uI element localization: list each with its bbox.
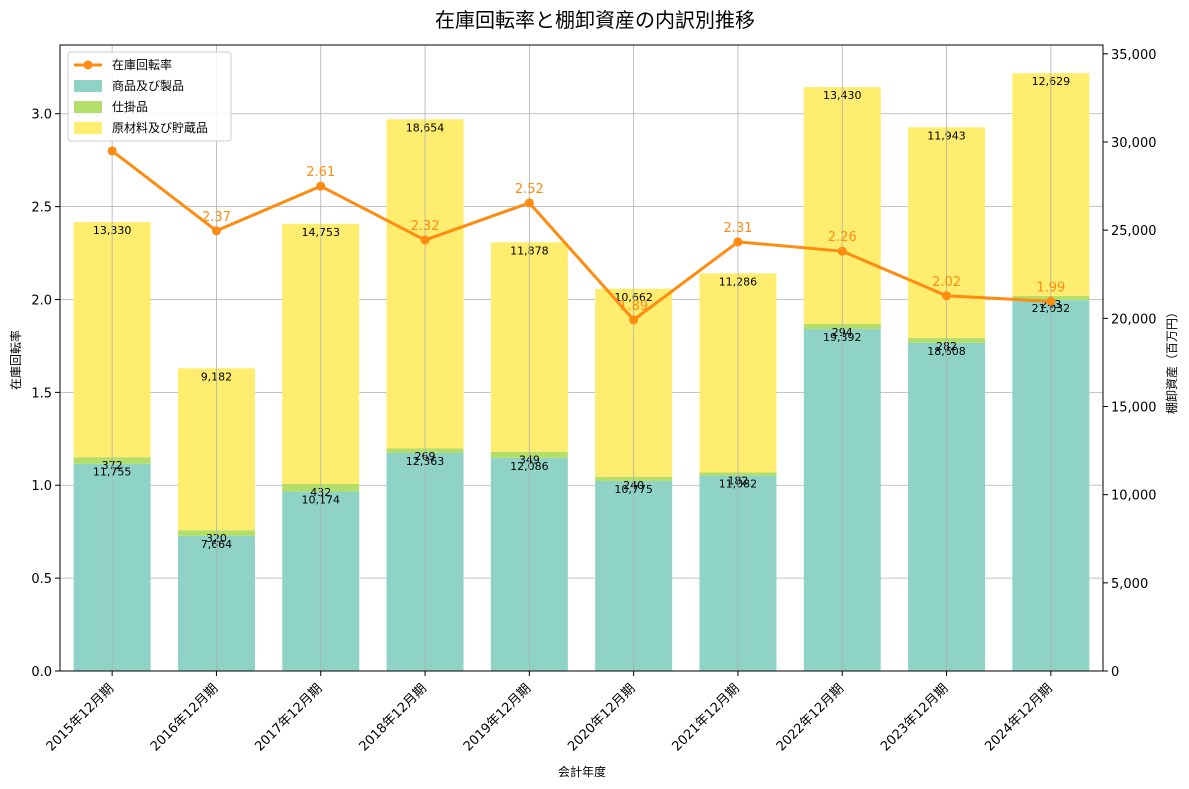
x-tick-label: 2016年12月期 — [148, 681, 221, 754]
y-left-tick-label: 2.5 — [31, 201, 52, 216]
rate-point — [107, 146, 117, 156]
legend-box — [67, 51, 232, 142]
y-left-tick-label: 2.0 — [31, 293, 52, 308]
legend-swatch — [74, 101, 102, 113]
y-right-tick-label: 10,000 — [1111, 489, 1157, 504]
legend-label: 仕掛品 — [112, 99, 148, 114]
rate-value-label: 1.89 — [619, 299, 648, 314]
x-tick-label: 2019年12月期 — [461, 681, 534, 754]
y-right-tick-label: 0 — [1111, 665, 1119, 680]
x-tick-label: 2024年12月期 — [982, 681, 1055, 754]
x-tick-label: 2017年12月期 — [252, 681, 325, 754]
y-left-axis-title: 在庫回転率 — [8, 330, 23, 390]
rate-value-label: 2.52 — [515, 182, 544, 197]
y-left-tick-label: 1.0 — [31, 479, 52, 494]
chart-title: 在庫回転率と棚卸資産の内訳別推移 — [435, 8, 755, 32]
y-right-tick-label: 30,000 — [1111, 136, 1157, 151]
legend-swatch — [74, 122, 102, 134]
y-left-tick-label: 1.5 — [31, 386, 52, 401]
rate-line-layer: 2.37 2.61 2.32 2.52 1.89 2.31 2.26 2.02 1.99 — [107, 146, 1065, 325]
rate-value-label: 2.61 — [306, 165, 335, 180]
x-tick-label: 2018年12月期 — [357, 681, 430, 754]
x-tick-label: 2015年12月期 — [44, 681, 117, 754]
rate-point — [211, 226, 221, 236]
y-right-tick-label: 35,000 — [1111, 48, 1157, 63]
y-left-tick-label: 0.5 — [31, 572, 52, 587]
plot-frame — [59, 44, 1104, 672]
rate-value-label: 2.31 — [723, 221, 752, 236]
legend-label: 商品及び製品 — [112, 78, 184, 93]
rate-line — [111, 149, 1051, 322]
x-tick-label: 2023年12月期 — [878, 681, 951, 754]
rate-value-label: 2.26 — [828, 230, 857, 245]
x-tick-label: 2020年12月期 — [565, 681, 638, 754]
rate-point — [629, 315, 639, 325]
rate-value-label: 2.37 — [202, 210, 231, 225]
rate-value-label: 1.99 — [1036, 280, 1065, 295]
rate-value-label: 2.02 — [932, 275, 961, 290]
rate-point — [837, 246, 847, 256]
rate-point — [316, 181, 326, 191]
x-tick-label: 2021年12月期 — [669, 681, 742, 754]
rate-value-label: 2.32 — [411, 219, 440, 234]
y-right-tick-label: 20,000 — [1111, 312, 1157, 327]
rate-point — [942, 291, 952, 301]
rate-point — [733, 237, 743, 247]
x-tick-label: 2022年12月期 — [774, 681, 847, 754]
legend-label: 原材料及び貯蔵品 — [112, 121, 208, 135]
y-right-axis-title: 棚卸資産（百万円） — [1164, 306, 1179, 414]
x-axis-title: 会計年度 — [558, 764, 606, 779]
y-right-tick-label: 25,000 — [1111, 224, 1157, 239]
legend-label: 在庫回転率 — [112, 57, 172, 72]
rate-point — [420, 235, 430, 245]
legend-swatch-marker — [83, 60, 93, 70]
rate-point — [524, 198, 534, 208]
y-left-tick-label: 3.0 — [31, 108, 52, 123]
legend-swatch — [74, 80, 102, 92]
y-right-tick-label: 15,000 — [1111, 400, 1157, 415]
y-right-tick-label: 5,000 — [1111, 577, 1148, 592]
rate-point — [1046, 296, 1056, 306]
y-left-tick-label: 0.0 — [31, 665, 52, 680]
